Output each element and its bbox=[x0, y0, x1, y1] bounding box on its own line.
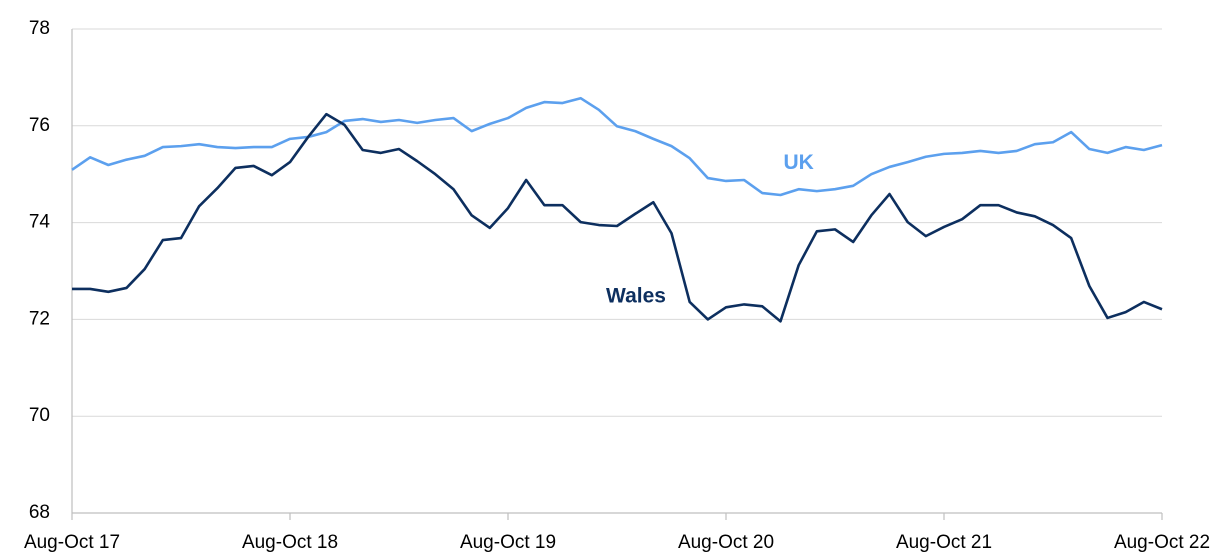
series-label: UK bbox=[783, 151, 813, 174]
x-tick-label: Aug-Oct 20 bbox=[678, 532, 774, 553]
x-tick-label: Aug-Oct 17 bbox=[24, 532, 120, 553]
x-tick-label: Aug-Oct 19 bbox=[460, 532, 556, 553]
y-tick-label: 68 bbox=[29, 502, 50, 523]
x-tick-label: Aug-Oct 18 bbox=[242, 532, 338, 553]
y-tick-label: 72 bbox=[29, 308, 50, 329]
x-tick-label: Aug-Oct 22 bbox=[1114, 532, 1210, 553]
series-line bbox=[72, 112, 1163, 323]
y-tick-label: 70 bbox=[29, 405, 50, 426]
x-tick-label: Aug-Oct 21 bbox=[896, 532, 992, 553]
series-label: Wales bbox=[606, 285, 666, 308]
series-line bbox=[71, 96, 1163, 197]
y-tick-label: 76 bbox=[29, 115, 50, 136]
y-tick-label: 78 bbox=[29, 18, 50, 39]
y-tick-label: 74 bbox=[29, 212, 51, 233]
